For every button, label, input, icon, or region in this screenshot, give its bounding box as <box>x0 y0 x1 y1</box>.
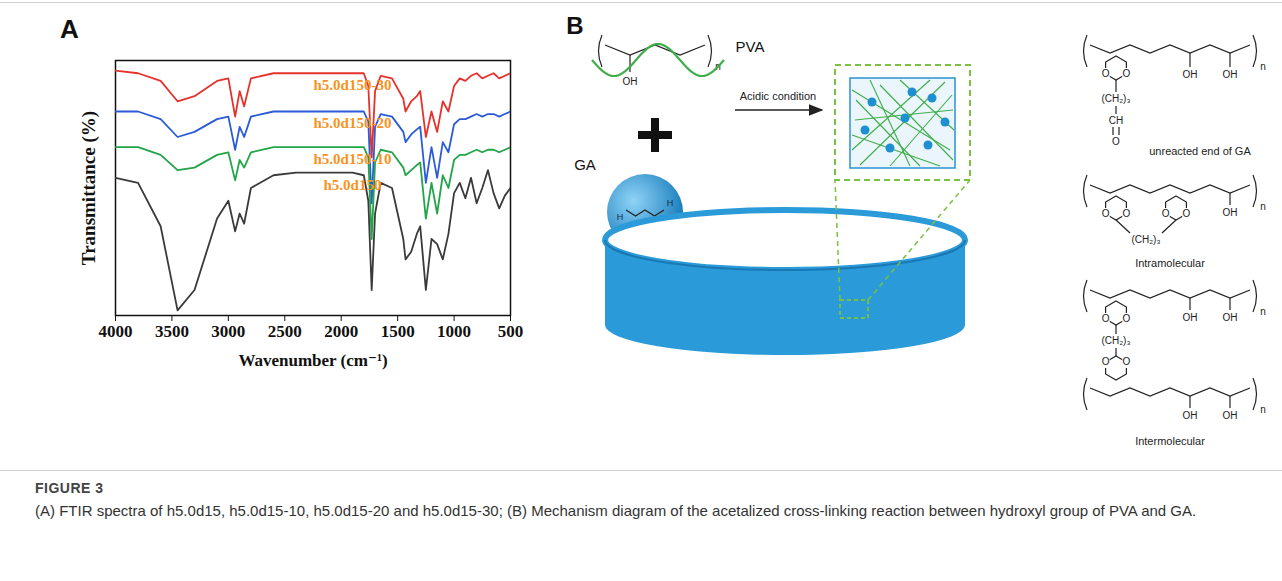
svg-text:O: O <box>1183 208 1191 219</box>
svg-text:PVA: PVA <box>736 38 765 55</box>
svg-text:OH: OH <box>623 76 638 87</box>
svg-text:O: O <box>1123 208 1131 219</box>
svg-text:1000: 1000 <box>437 322 471 341</box>
svg-text:GA: GA <box>574 156 596 173</box>
svg-text:O: O <box>1123 356 1131 367</box>
svg-text:B: B <box>566 12 583 39</box>
html-text:Transmittance (%): Transmittance (%) <box>78 110 99 265</box>
html-text:(A) FTIR spectra of h5.0d15, h: (A) FTIR spectra of h5.0d15, h5.0d15-10,… <box>35 502 1197 519</box>
html-text:FIGURE 3: FIGURE 3 <box>35 480 104 496</box>
svg-text:O: O <box>1123 68 1131 79</box>
svg-text:n: n <box>1260 404 1266 415</box>
svg-text:OH: OH <box>1223 312 1238 323</box>
svg-text:3000: 3000 <box>211 322 245 341</box>
svg-text:n: n <box>715 60 721 72</box>
svg-text:(CH₂)₃: (CH₂)₃ <box>1101 335 1130 346</box>
svg-text:O: O <box>1102 313 1110 324</box>
svg-text:n: n <box>1260 61 1266 72</box>
svg-text:(CH₂)₃: (CH₂)₃ <box>1101 93 1130 104</box>
svg-text:Wavenumber (cm⁻¹): Wavenumber (cm⁻¹) <box>238 351 387 370</box>
svg-text:Intermolecular: Intermolecular <box>1135 435 1205 447</box>
svg-text:O: O <box>1123 313 1131 324</box>
svg-text:O: O <box>1162 208 1170 219</box>
svg-text:4000: 4000 <box>99 322 133 341</box>
svg-text:OH: OH <box>1183 410 1198 421</box>
svg-text:OH: OH <box>1223 69 1238 80</box>
svg-text:OH: OH <box>1183 69 1198 80</box>
svg-text:1500: 1500 <box>381 322 415 341</box>
svg-text:(CH₂)₃: (CH₂)₃ <box>1131 234 1160 245</box>
svg-text:CH: CH <box>1109 115 1123 126</box>
svg-text:O: O <box>1102 68 1110 79</box>
svg-text:O: O <box>1102 356 1110 367</box>
html-text:A: A <box>60 14 79 44</box>
svg-text:2500: 2500 <box>268 322 302 341</box>
svg-text:O: O <box>1112 136 1120 147</box>
svg-text:H: H <box>617 212 624 222</box>
svg-text:OH: OH <box>1183 312 1198 323</box>
svg-text:h5.0d150-30: h5.0d150-30 <box>314 77 392 93</box>
svg-text:O: O <box>1102 208 1110 219</box>
svg-text:n: n <box>1260 201 1266 212</box>
svg-text:2000: 2000 <box>324 322 358 341</box>
svg-text:h5.0d150: h5.0d150 <box>324 177 382 193</box>
svg-text:500: 500 <box>498 322 524 341</box>
svg-text:Acidic condition: Acidic condition <box>740 90 816 102</box>
svg-text:H: H <box>667 198 674 208</box>
svg-text:OH: OH <box>1223 207 1238 218</box>
svg-text:unreacted end of GA: unreacted end of GA <box>1149 145 1251 157</box>
svg-text:3500: 3500 <box>155 322 189 341</box>
svg-text:Intramolecular: Intramolecular <box>1135 257 1205 269</box>
svg-text:OH: OH <box>1223 410 1238 421</box>
svg-text:h5.0d150-10: h5.0d150-10 <box>314 151 392 167</box>
svg-text:h5.0d150-20: h5.0d150-20 <box>314 115 392 131</box>
svg-text:n: n <box>1260 306 1266 317</box>
